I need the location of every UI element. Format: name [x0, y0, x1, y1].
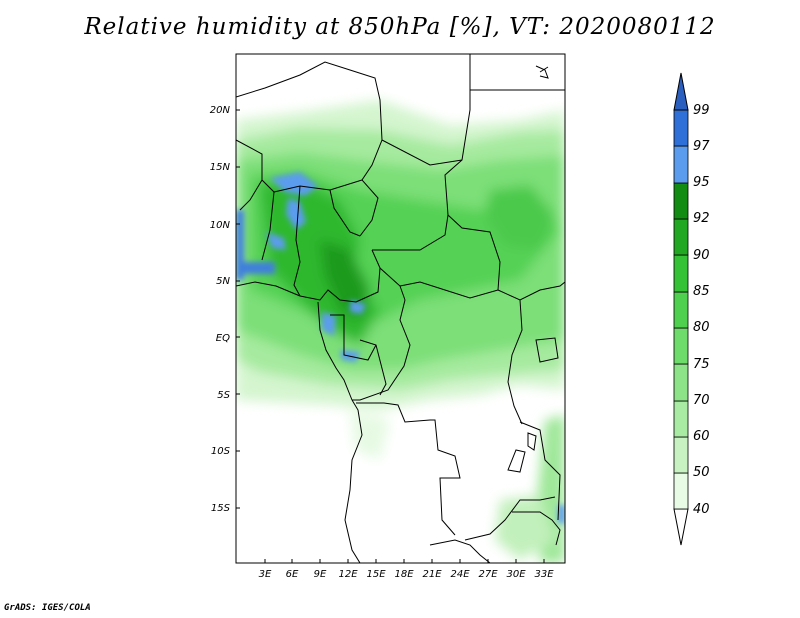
lat-tick: EQ: [216, 333, 230, 344]
lon-tick: 18E: [394, 569, 414, 580]
humidity-field: [236, 54, 565, 563]
colorbar-label: 60: [693, 429, 710, 444]
colorbar-label: 90: [693, 248, 710, 263]
lat-tick: 20N: [210, 105, 231, 116]
colorbar-segment: [673, 145, 689, 184]
lat-tick: 5S: [217, 390, 230, 401]
lon-tick: 6E: [286, 569, 299, 580]
lon-tick: 33E: [534, 569, 554, 580]
colorbar-segment: [673, 472, 689, 510]
colorbar-labels: 40 50 60 70 75 80 85 90 92 95 97 99: [693, 103, 710, 517]
colorbar-label: 80: [693, 320, 710, 335]
colorbar-label: 70: [693, 393, 710, 408]
latitude-axis: 20N 15N 10N 5N EQ 5S 10S 15S: [210, 105, 240, 514]
colorbar: 40 50 60 70 75 80 85 90 92 95 97 99: [673, 72, 710, 546]
longitude-axis: 3E 6E 9E 12E 15E 18E 21E 24E 27E 30E 33E: [259, 559, 554, 580]
lat-tick: 15N: [210, 162, 231, 173]
colorbar-label: 97: [693, 139, 710, 154]
lon-tick: 3E: [259, 569, 272, 580]
colorbar-segment: [673, 109, 689, 147]
colorbar-segment: [673, 254, 689, 293]
colorbar-label: 95: [693, 175, 710, 190]
colorbar-segment: [673, 72, 689, 111]
colorbar-label: 85: [693, 284, 710, 299]
colorbar-label: 50: [693, 465, 710, 480]
lat-tick: 10S: [211, 446, 231, 457]
colorbar-segment: [673, 508, 689, 546]
credit-text: GrADS: IGES/COLA: [4, 603, 91, 613]
country-borders: [236, 54, 565, 563]
lon-tick: 21E: [422, 569, 442, 580]
colorbar-segment: [673, 436, 689, 474]
colorbar-label: 40: [693, 502, 710, 517]
lon-tick: 30E: [506, 569, 526, 580]
lon-tick: 12E: [338, 569, 358, 580]
map-frame: [235, 53, 566, 564]
colorbar-label: 99: [693, 103, 710, 118]
lat-tick: 5N: [216, 276, 230, 287]
lon-tick: 27E: [478, 569, 498, 580]
colorbar-label: 75: [693, 357, 710, 372]
colorbar-segment: [673, 327, 689, 365]
colorbar-segment: [673, 400, 689, 438]
colorbar-label: 92: [693, 211, 710, 226]
map-title: Relative humidity at 850hPa [%], VT: 202…: [84, 14, 716, 40]
lon-tick: 9E: [314, 569, 327, 580]
lon-tick: 15E: [366, 569, 386, 580]
colorbar-segment: [673, 363, 689, 402]
colorbar-segment: [673, 218, 689, 256]
lon-tick: 24E: [450, 569, 470, 580]
lat-tick: 15S: [211, 503, 231, 514]
colorbar-segments: [673, 72, 689, 546]
colorbar-segment: [673, 182, 689, 220]
lat-tick: 10N: [210, 220, 231, 231]
colorbar-segment: [673, 291, 689, 329]
